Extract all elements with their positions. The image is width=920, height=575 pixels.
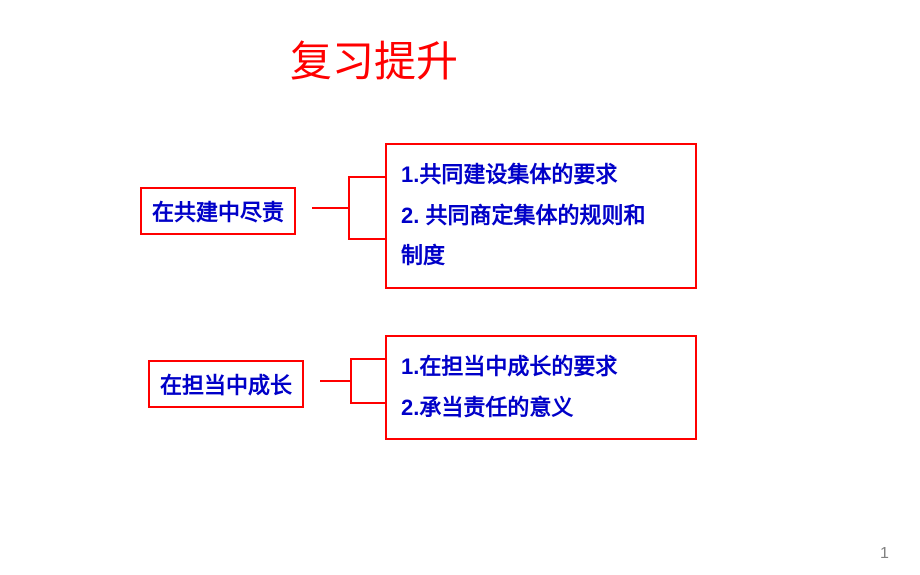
section1-connector-v (348, 176, 350, 238)
section2-connector-h3 (350, 402, 385, 404)
section2-connector-h1 (320, 380, 350, 382)
section2-right-line1: 1.在担当中成长的要求 (401, 347, 681, 388)
section2-left-text: 在担当中成长 (160, 373, 292, 398)
section2-connector-h2 (350, 358, 385, 360)
page-number: 1 (880, 545, 889, 563)
section2-connector-v (350, 358, 352, 402)
section2-left-box: 在担当中成长 (148, 360, 304, 408)
slide-title: 复习提升 (290, 28, 458, 89)
section1-right-box: 1.共同建设集体的要求 2. 共同商定集体的规则和 制度 (385, 143, 697, 289)
section1-left-text: 在共建中尽责 (152, 200, 284, 225)
section1-connector-h1 (312, 207, 348, 209)
section1-right-line2: 2. 共同商定集体的规则和 (401, 196, 681, 237)
section1-right-line1: 1.共同建设集体的要求 (401, 155, 681, 196)
section2-right-line2: 2.承当责任的意义 (401, 388, 681, 429)
section1-right-line3: 制度 (401, 236, 681, 277)
section1-connector-h3 (348, 238, 385, 240)
section2-right-box: 1.在担当中成长的要求 2.承当责任的意义 (385, 335, 697, 440)
section1-left-box: 在共建中尽责 (140, 187, 296, 235)
section1-connector-h2 (348, 176, 385, 178)
